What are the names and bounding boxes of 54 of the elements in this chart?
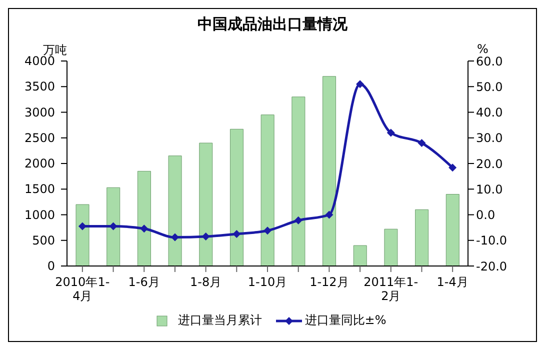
point — [264, 226, 272, 235]
legend-label: 进口量同比±% — [304, 312, 386, 329]
x-tick-label: 1-4月 — [436, 275, 468, 289]
bar — [353, 245, 367, 266]
y2-tick-label: 30.0 — [476, 131, 503, 146]
y-tick-label: 1500 — [24, 182, 55, 196]
x-tick-label: 1-12月 — [310, 275, 349, 289]
point — [294, 216, 302, 224]
point — [170, 233, 179, 242]
y-tick-label: 500 — [32, 233, 55, 248]
point — [448, 164, 457, 172]
point — [202, 232, 210, 241]
x-tick-label: 1-6月 — [128, 275, 160, 289]
y-tick-label: 2500 — [24, 130, 55, 145]
y2-tick-label: -10.0 — [476, 234, 508, 248]
y2-tick-label: 10.0 — [476, 182, 503, 196]
point — [78, 222, 86, 230]
y-tick-label: 3500 — [24, 80, 55, 94]
y2-axis-title: % — [477, 42, 488, 56]
bar — [168, 156, 182, 266]
y-tick-label: 1000 — [24, 208, 55, 222]
bar — [322, 76, 336, 266]
bar — [415, 209, 429, 266]
y2-tick-label: 20.0 — [476, 156, 503, 171]
bar — [292, 96, 306, 266]
chart-title: 中国成品油出口量情况 — [196, 15, 348, 34]
bar — [76, 204, 90, 266]
bar — [137, 170, 151, 266]
y2-tick-label: 50.0 — [476, 80, 503, 94]
y2-tick-label: 40.0 — [476, 106, 503, 120]
y-tick-label: 2000 — [24, 156, 55, 170]
x-tick-label: 1-8月 — [190, 275, 222, 289]
y2-tick-label: 0.0 — [476, 208, 496, 222]
point — [386, 128, 395, 137]
point — [232, 230, 241, 238]
x-tick-label: 2010年1-4月 — [55, 275, 110, 303]
point — [356, 80, 364, 88]
bar — [260, 114, 274, 266]
point — [140, 224, 148, 233]
bar — [199, 142, 213, 266]
y-tick-label: 0 — [47, 259, 55, 273]
y-axis-title: 万吨 — [43, 42, 67, 57]
legend-label: 进口量当月累计 — [176, 312, 262, 329]
point — [325, 210, 334, 219]
bar — [446, 194, 460, 266]
x-tick-label: 1-10月 — [248, 275, 288, 289]
point — [418, 139, 426, 147]
y-tick-label: 3000 — [24, 105, 55, 120]
bar — [106, 187, 120, 266]
bar — [230, 128, 244, 266]
bar — [384, 228, 398, 266]
y2-tick-label: 60.0 — [476, 54, 503, 68]
y2-tick-label: -20.0 — [476, 259, 508, 274]
x-tick-label: 2011年1-2月 — [364, 275, 418, 303]
